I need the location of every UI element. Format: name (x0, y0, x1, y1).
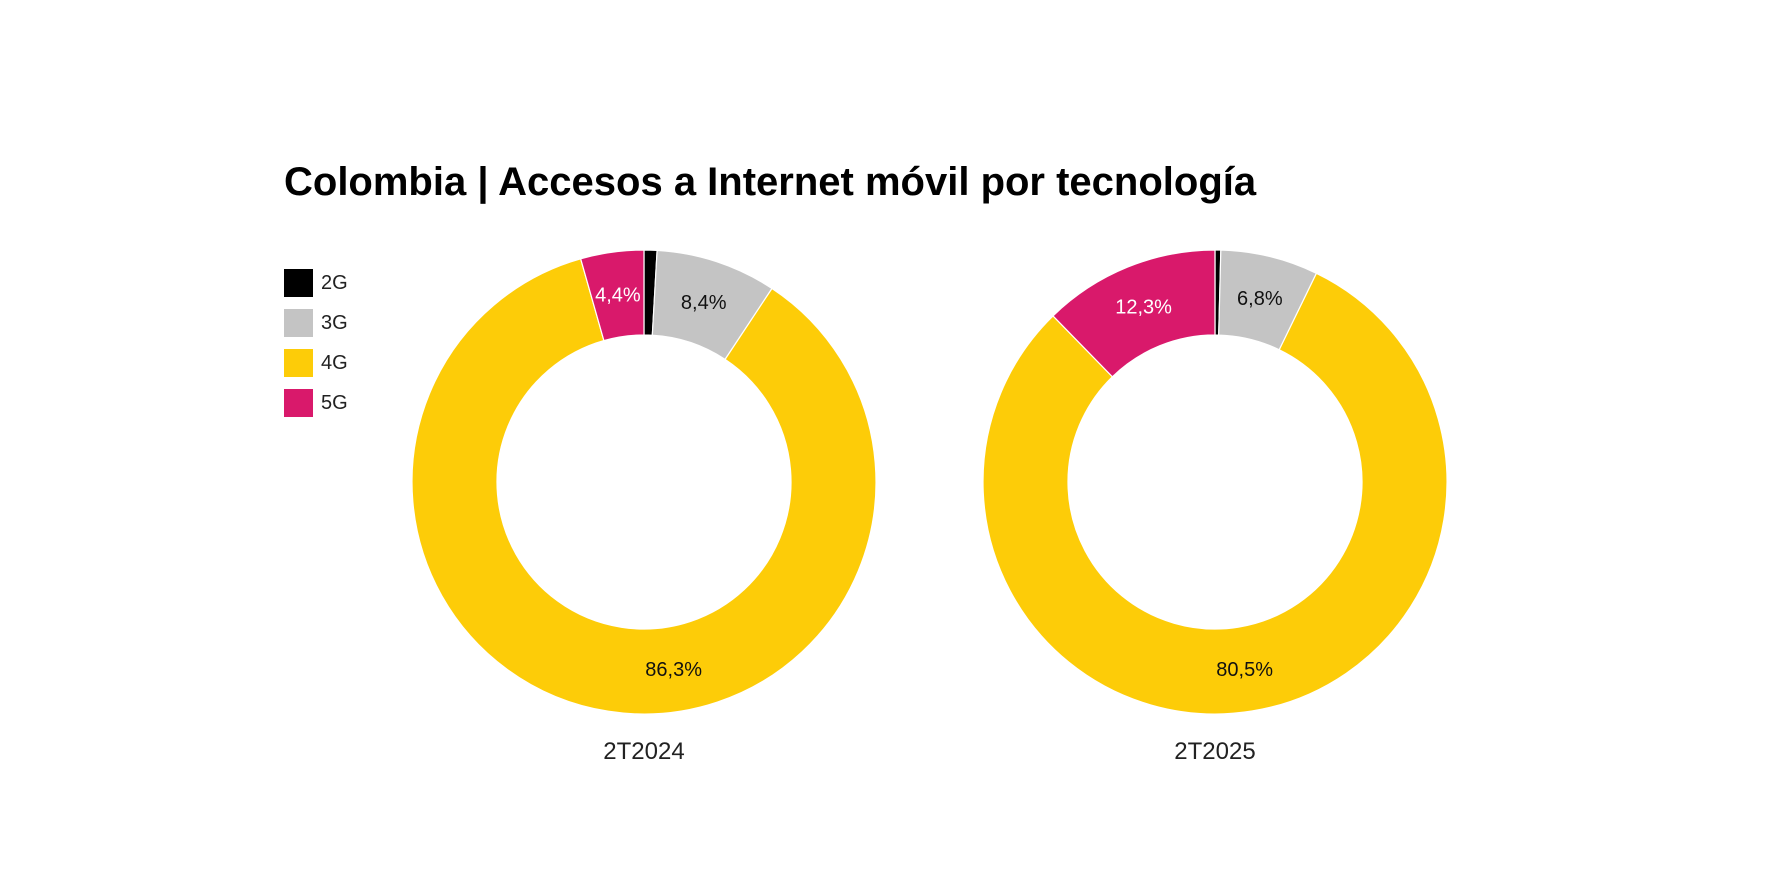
legend-item-2G: 2G (284, 263, 348, 303)
legend-swatch (284, 389, 313, 417)
slice-2T2024-4G (411, 258, 877, 715)
slice-2T2024-5G (579, 249, 645, 342)
slice-2T2025-5G (1052, 249, 1216, 378)
legend-label: 3G (321, 311, 348, 334)
legend-label: 2G (321, 271, 348, 294)
legend-item-4G: 4G (284, 343, 348, 383)
slice-2T2025-4G (982, 272, 1448, 715)
data-label-2T2025-3G: 6,8% (1237, 288, 1283, 310)
chart-label-2T2024: 2T2024 (603, 738, 684, 765)
data-label-2T2024-5G: 4,4% (595, 284, 641, 306)
legend-item-3G: 3G (284, 303, 348, 343)
legend-swatch (284, 349, 313, 377)
legend-label: 4G (321, 351, 348, 374)
data-label-2T2025-4G: 80,5% (1216, 659, 1273, 681)
data-label-2T2025-5G: 12,3% (1115, 296, 1172, 318)
legend-swatch (284, 269, 313, 297)
legend-swatch (284, 309, 313, 337)
legend-item-5G: 5G (284, 383, 348, 423)
chart-label-2T2025: 2T2025 (1174, 738, 1255, 765)
data-label-2T2024-4G: 86,3% (645, 659, 702, 681)
legend-label: 5G (321, 391, 348, 414)
legend: 2G 3G 4G 5G (284, 263, 348, 423)
chart-title: Colombia | Accesos a Internet móvil por … (284, 160, 1257, 204)
data-label-2T2024-3G: 8,4% (681, 292, 727, 314)
